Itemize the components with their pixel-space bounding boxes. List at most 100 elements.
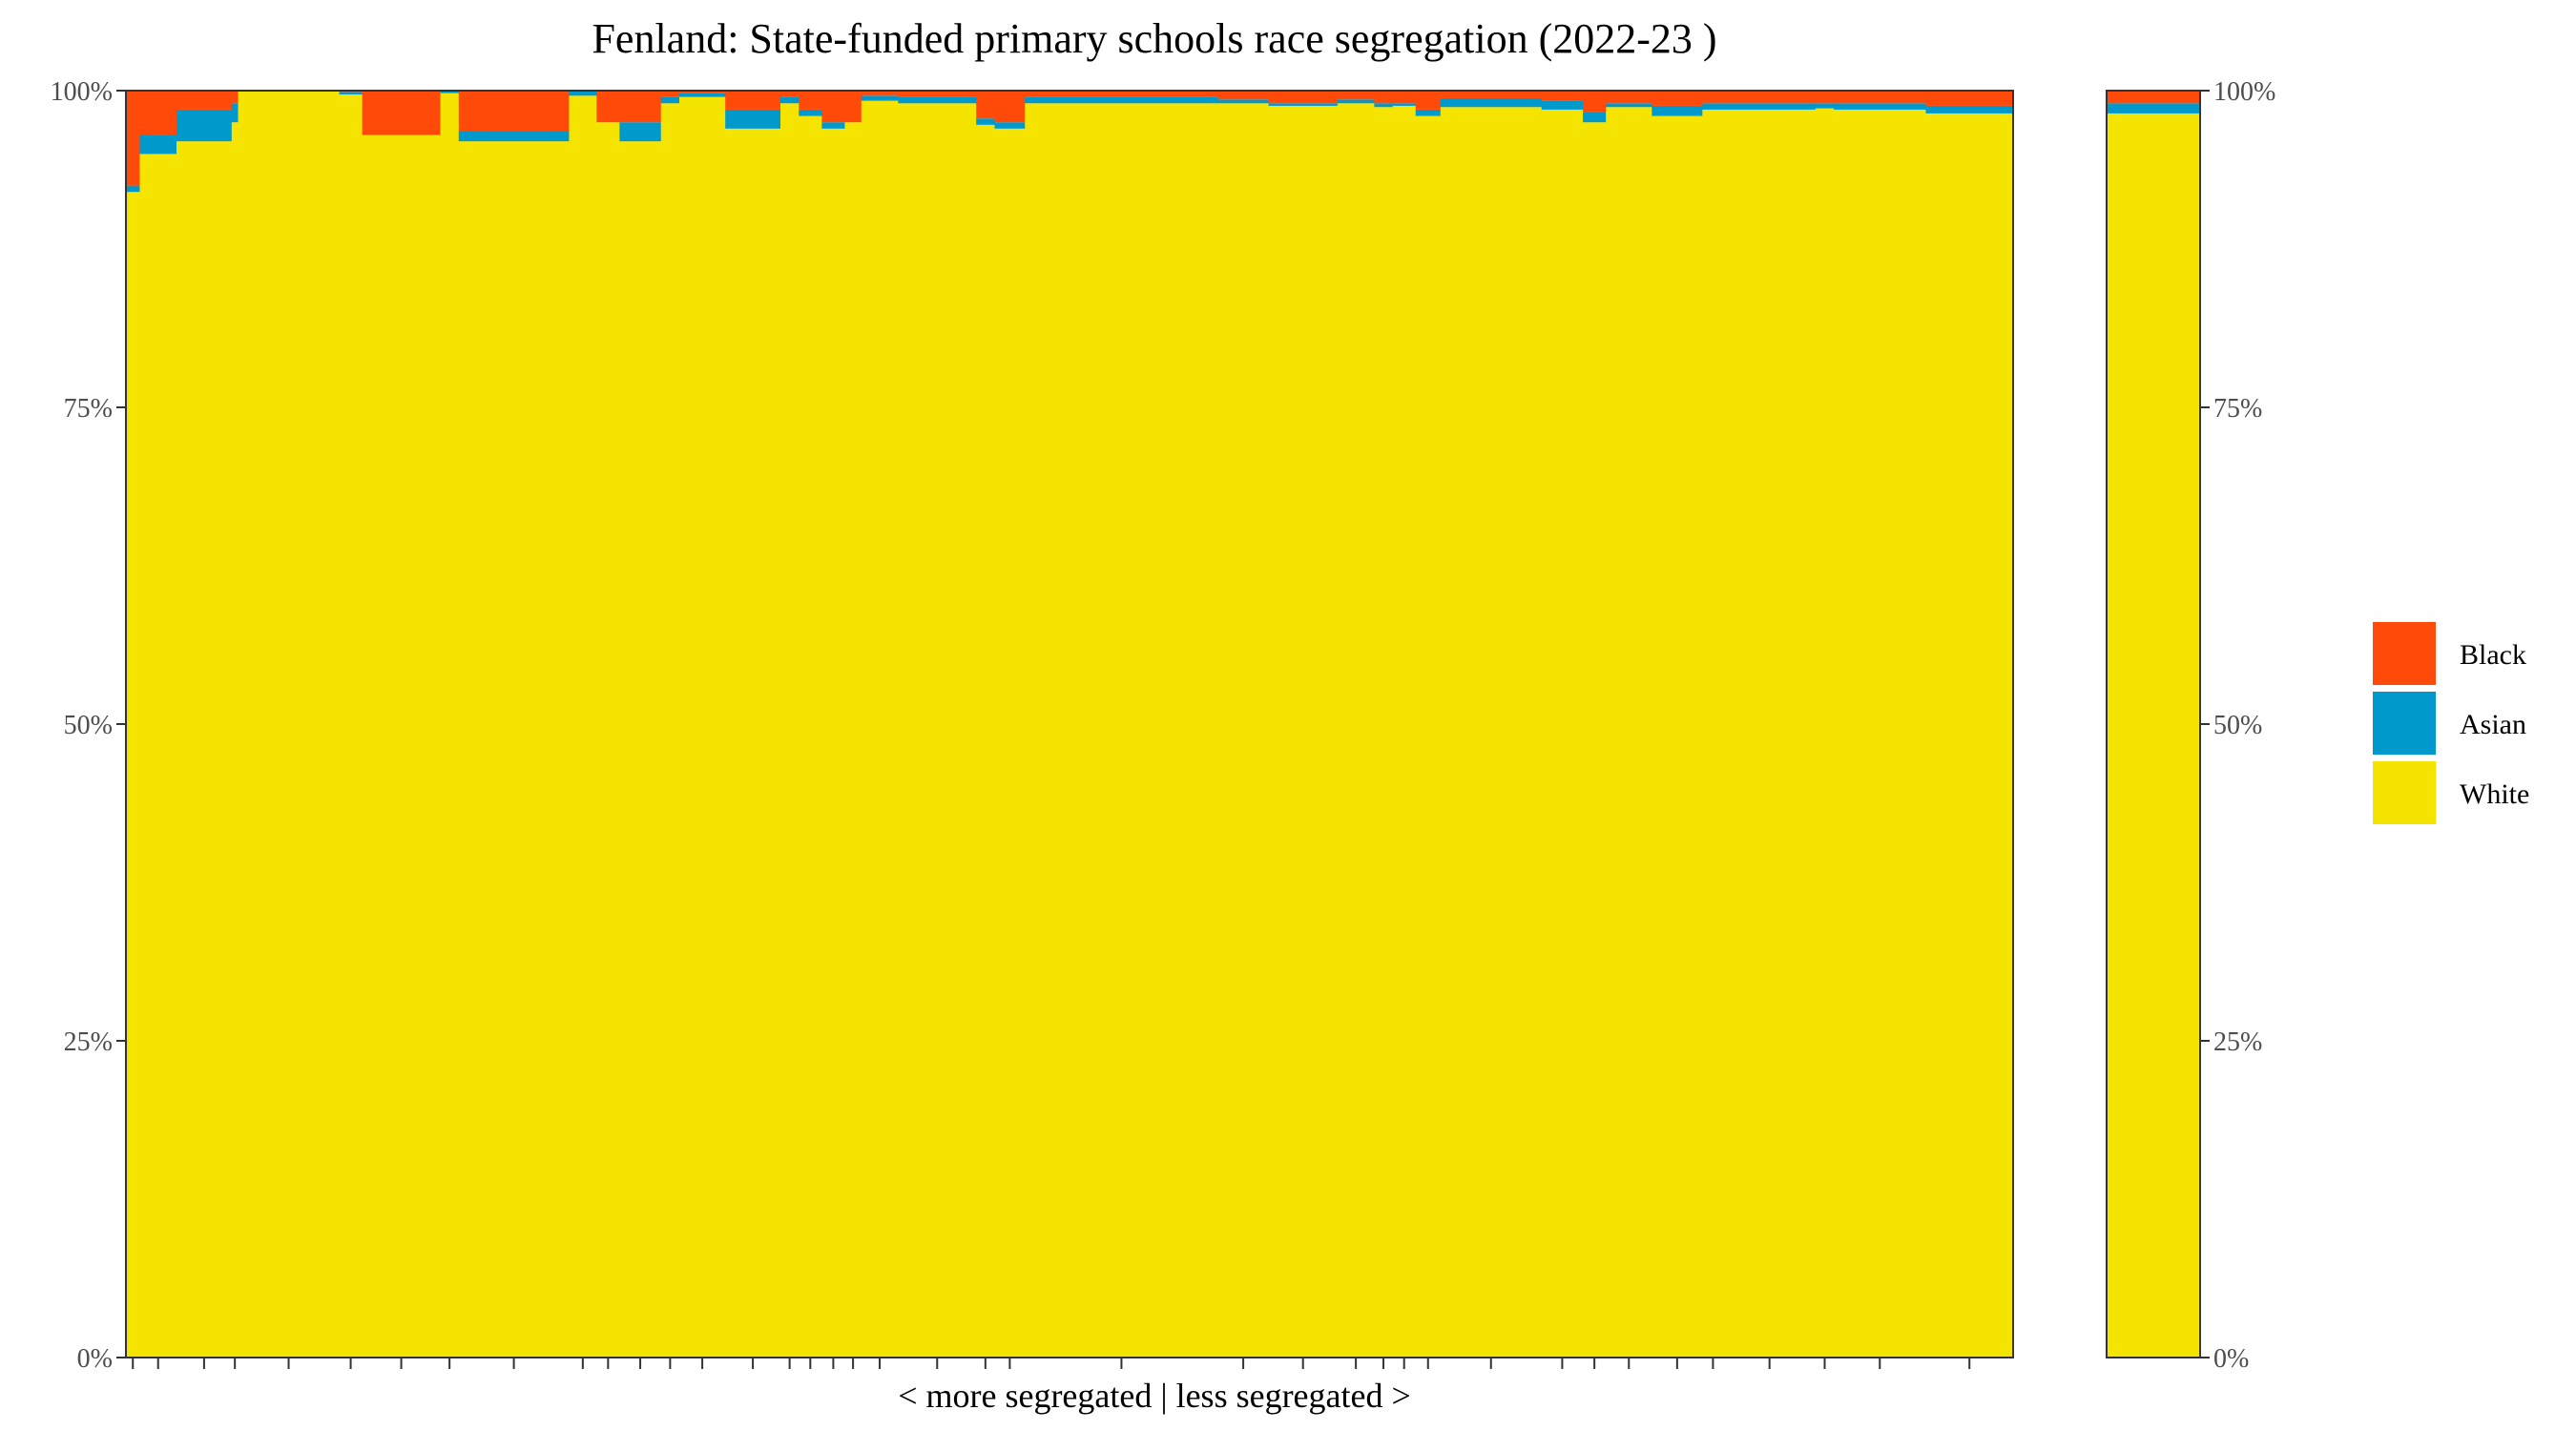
legend: Black Asian White	[2373, 622, 2529, 824]
bar-segment-white-0	[126, 192, 141, 1358]
bar-segment-white-24	[1217, 103, 1270, 1358]
bar-segment-black-1	[139, 91, 177, 135]
bar-segment-white-32	[1583, 122, 1607, 1358]
bar-segment-black-38	[1834, 91, 1927, 104]
bar-segment-black-0	[126, 91, 141, 186]
bar-segment-white-28	[1392, 105, 1417, 1358]
bar-segment-asian-21	[976, 118, 996, 125]
legend-swatch-white	[2373, 761, 2436, 824]
y-tick-label-right: 25%	[2213, 1027, 2262, 1057]
bar-segment-black-33	[1606, 91, 1652, 104]
bar-segment-black-20	[898, 91, 977, 97]
bar-segment-asian-13	[679, 93, 726, 97]
bar-segment-white-9	[569, 95, 597, 1358]
y-tick-label-left: 50%	[64, 711, 113, 740]
school-bars	[126, 91, 2014, 1358]
bar-segment-asian-overall	[2107, 103, 2201, 114]
bar-segment-white-7	[440, 93, 460, 1358]
bar-segment-black-13	[679, 91, 726, 93]
x-axis-label: < more segregated | less segregated >	[898, 1377, 1411, 1415]
bar-segment-white-5	[339, 93, 364, 1358]
bar-segment-white-10	[596, 122, 620, 1358]
bar-segment-black-overall	[2107, 91, 2201, 104]
bar-segment-asian-24	[1217, 99, 1270, 104]
legend-label-black: Black	[2460, 639, 2526, 671]
bar-segment-asian-19	[861, 95, 899, 101]
bar-segment-black-12	[660, 91, 680, 97]
bar-segment-black-17	[821, 91, 846, 123]
bar-segment-black-3	[231, 91, 239, 104]
legend-swatch-black	[2373, 622, 2436, 685]
bar-segment-asian-17	[821, 122, 846, 129]
bar-segment-white-14	[725, 128, 781, 1358]
bar-segment-white-37	[1815, 108, 1835, 1358]
bar-segment-asian-12	[660, 96, 680, 104]
bar-segment-asian-20	[898, 96, 977, 104]
bar-segment-white-35	[1702, 109, 1725, 1358]
bar-segment-white-36	[1723, 109, 1817, 1358]
bar-segment-black-30	[1440, 91, 1543, 98]
bar-segment-asian-3	[231, 103, 239, 123]
bar-segment-white-27	[1374, 107, 1394, 1358]
bar-segment-black-35	[1702, 91, 1725, 104]
bar-segment-black-28	[1392, 91, 1417, 104]
y-tick-label-right: 0%	[2213, 1344, 2249, 1374]
bar-segment-white-21	[976, 124, 996, 1358]
bar-segment-asian-1	[139, 135, 177, 155]
bar-segment-white-34	[1652, 115, 1703, 1358]
bar-segment-black-34	[1652, 91, 1703, 106]
bar-segment-asian-30	[1440, 97, 1543, 108]
bar-segment-black-27	[1374, 91, 1394, 104]
bar-segment-asian-38	[1834, 103, 1927, 110]
bar-segment-white-25	[1268, 105, 1339, 1358]
bar-segment-asian-28	[1392, 103, 1417, 106]
bar-segment-white-3	[231, 122, 239, 1358]
bar-segment-asian-14	[725, 109, 781, 129]
bar-segment-white-39	[1925, 113, 2014, 1358]
bar-segment-white-15	[779, 103, 800, 1358]
bar-segment-white-38	[1834, 109, 1927, 1358]
bar-segment-black-15	[779, 91, 800, 97]
y-tick-label-right: 50%	[2213, 711, 2262, 740]
bar-segment-white-17	[821, 128, 846, 1358]
bar-segment-black-39	[1925, 91, 2014, 106]
bar-segment-asian-7	[440, 91, 460, 93]
bar-segment-white-18	[844, 122, 862, 1358]
y-tick-label-left: 0%	[77, 1344, 113, 1374]
bar-segment-asian-25	[1268, 103, 1339, 106]
bar-segment-black-10	[596, 91, 620, 123]
bar-segment-black-31	[1541, 91, 1584, 101]
bar-segment-white-16	[799, 115, 822, 1358]
legend-swatch-asian	[2373, 692, 2436, 755]
x-axis-ticks	[132, 1358, 1971, 1369]
y-tick-label-right: 100%	[2213, 77, 2275, 107]
bar-segment-black-37	[1815, 91, 1835, 104]
bar-segment-white-11	[619, 141, 662, 1358]
bar-segment-white-29	[1415, 115, 1442, 1358]
bar-segment-asian-9	[569, 91, 597, 96]
bar-segment-white-30	[1440, 107, 1543, 1358]
bar-segment-asian-27	[1374, 103, 1394, 108]
bar-segment-asian-26	[1337, 99, 1375, 104]
y-axis-left: 0% 25% 50% 75% 100%	[51, 77, 126, 1374]
bar-segment-asian-22	[994, 122, 1026, 129]
bar-segment-asian-11	[619, 122, 662, 142]
bar-segment-black-26	[1337, 91, 1375, 100]
bar-segment-black-6	[362, 91, 442, 135]
bar-segment-asian-5	[339, 92, 364, 94]
bar-segment-asian-37	[1815, 103, 1835, 109]
bar-segment-white-23	[1025, 103, 1219, 1358]
bar-segment-black-18	[844, 91, 862, 123]
bar-segment-asian-36	[1723, 103, 1817, 110]
bar-segment-white-31	[1541, 109, 1584, 1358]
bar-segment-asian-34	[1652, 105, 1703, 116]
bar-segment-black-14	[725, 91, 781, 110]
bar-segment-black-16	[799, 91, 822, 110]
bar-segment-asian-15	[779, 96, 800, 104]
bar-segment-white-22	[994, 128, 1026, 1358]
bar-segment-asian-35	[1702, 103, 1725, 110]
bar-segment-asian-39	[1925, 105, 2014, 114]
bar-segment-black-32	[1583, 91, 1607, 113]
bar-segment-asian-16	[799, 109, 822, 116]
y-tick-label-right: 75%	[2213, 394, 2262, 424]
